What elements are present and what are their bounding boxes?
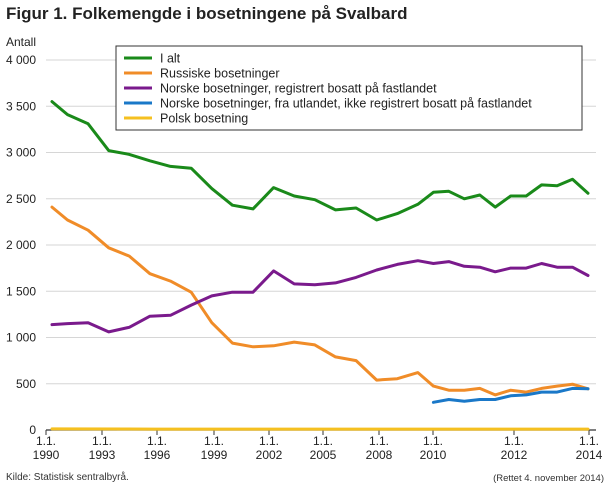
y-tick-label: 1 000: [6, 331, 36, 345]
y-tick-label: 4 000: [6, 53, 36, 67]
series-line-russiske: [50, 205, 590, 397]
x-tick-label: 1990: [33, 448, 60, 462]
x-tick-label: 1996: [144, 448, 171, 462]
x-tick-label: 1.1.: [504, 434, 524, 448]
legend-entry: Russiske bosetninger: [160, 67, 280, 81]
y-axis-label: Antall: [6, 35, 36, 49]
y-axis: 0 500 1 000 1 500 2 000 2 500 3 000 3 500 4 000 A…: [6, 35, 36, 437]
x-tick-label: 2010: [420, 448, 447, 462]
legend-entry: Polsk bosetning: [160, 112, 248, 126]
x-tick-label: 2012: [501, 448, 528, 462]
x-tick-label: 1.1.: [147, 434, 167, 448]
chart-title: Figur 1. Folkemengde i bosetningene på S…: [6, 4, 408, 23]
x-tick-label: 1993: [89, 448, 116, 462]
series-lines: [50, 100, 590, 431]
x-axis: 1.1.19901.1.19931.1.19961.1.19991.1.2002…: [33, 430, 603, 462]
legend-entry: Norske bosetninger, registrert bosatt på…: [160, 82, 437, 96]
y-tick-label: 0: [29, 423, 36, 437]
x-tick-label: 1.1.: [204, 434, 224, 448]
series-line-norske-fastland: [50, 259, 590, 334]
revised-note: (Rettet 4. november 2014): [493, 473, 604, 484]
x-tick-label: 2014: [576, 448, 603, 462]
x-tick-label: 1.1.: [313, 434, 333, 448]
x-tick-label: 1999: [201, 448, 228, 462]
y-tick-label: 3 500: [6, 99, 36, 113]
y-tick-label: 1 500: [6, 284, 36, 298]
y-tick-label: 500: [16, 377, 36, 391]
source-note: Kilde: Statistisk sentralbyrå.: [6, 472, 129, 483]
x-tick-label: 2008: [366, 448, 393, 462]
x-tick-label: 1.1.: [92, 434, 112, 448]
legend-entry: Norske bosetninger, fra utlandet, ikke r…: [160, 97, 532, 111]
y-tick-label: 2 500: [6, 192, 36, 206]
y-tick-label: 3 000: [6, 146, 36, 160]
x-tick-label: 1.1.: [259, 434, 279, 448]
y-tick-label: 2 000: [6, 238, 36, 252]
series-line-i-alt: [50, 100, 590, 222]
legend-entry: I alt: [160, 52, 181, 66]
x-tick-label: 1.1.: [369, 434, 389, 448]
x-tick-label: 2002: [256, 448, 283, 462]
legend-box: [115, 45, 583, 131]
x-tick-label: 1.1.: [423, 434, 443, 448]
x-tick-label: 2005: [310, 448, 337, 462]
x-tick-label: 1.1.: [36, 434, 56, 448]
x-tick-label: 1.1.: [579, 434, 599, 448]
series-line-norske-utland: [431, 386, 590, 404]
